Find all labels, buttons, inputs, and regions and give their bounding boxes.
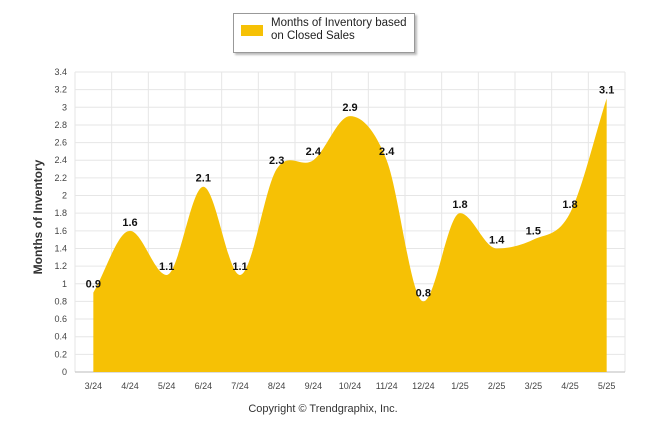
y-tick-label: 3.2 [54,85,67,95]
data-label: 0.9 [86,279,101,291]
y-tick-labels: 0 0.2 0.4 0.6 0.8 1 1.2 1.4 1.6 1.8 2 2.2 2.4 2.6 2.8 3… [54,67,67,377]
y-tick-label: 3 [62,102,67,112]
y-axis-label: Months of Inventory [31,159,45,274]
data-label: 2.1 [196,173,211,185]
x-tick-label: 3/25 [525,381,543,391]
data-label: 1.1 [159,261,174,273]
y-tick-label: 0.2 [54,349,67,359]
x-tick-label: 1/25 [451,381,469,391]
y-tick-label: 0 [62,367,67,377]
x-tick-label: 5/25 [598,381,616,391]
data-label: 1.1 [232,261,247,273]
x-tick-label: 3/24 [85,381,103,391]
data-labels: 0.9 1.6 1.1 2.1 1.1 2.3 2.4 2.9 2.4 0.8 1.8 1.4 1.5 1… [86,84,615,299]
data-label: 1.8 [562,199,577,211]
x-tick-labels: 3/24 4/24 5/24 6/24 7/24 8/24 9/24 10/24 11/24 12… [85,381,616,391]
y-tick-label: 2 [62,191,67,201]
x-tick-label: 6/24 [195,381,213,391]
data-label: 2.9 [342,102,357,114]
data-label: 2.4 [306,146,322,158]
y-tick-label: 3.4 [54,67,67,77]
data-label: 3.1 [599,84,614,96]
y-tick-label: 1.6 [54,226,67,236]
legend: Months of Inventory based on Closed Sale… [233,13,415,53]
x-tick-label: 4/25 [561,381,579,391]
x-tick-label: 9/24 [305,381,323,391]
x-tick-label: 7/24 [231,381,249,391]
x-tick-label: 4/24 [121,381,139,391]
x-tick-label: 10/24 [339,381,362,391]
x-tick-label: 5/24 [158,381,176,391]
data-label: 1.8 [452,199,467,211]
y-tick-label: 0.6 [54,314,67,324]
y-tick-label: 2.2 [54,173,67,183]
inventory-area [93,98,607,373]
data-label: 1.5 [526,226,541,238]
data-label: 1.6 [122,217,137,229]
x-tick-label: 11/24 [376,381,398,391]
data-label: 0.8 [416,287,431,299]
legend-swatch [241,25,263,36]
data-label: 2.4 [379,146,395,158]
y-tick-label: 2.6 [54,138,67,148]
y-tick-label: 2.8 [54,120,67,130]
y-tick-label: 0.4 [54,332,67,342]
y-tick-label: 1.8 [54,208,67,218]
copyright-text: Copyright © Trendgraphix, Inc. [248,403,398,415]
y-tick-label: 1.2 [54,261,67,271]
data-label: 1.4 [489,234,505,246]
data-label: 2.3 [269,155,284,167]
y-tick-label: 1.4 [54,243,67,253]
y-tick-label: 1 [62,279,67,289]
y-tick-label: 0.8 [54,296,67,306]
x-tick-label: 8/24 [268,381,286,391]
legend-label: Months of Inventory based on Closed Sale… [271,17,407,42]
x-tick-label: 12/24 [412,381,435,391]
y-tick-label: 2.4 [54,155,67,165]
x-tick-label: 2/25 [488,381,506,391]
